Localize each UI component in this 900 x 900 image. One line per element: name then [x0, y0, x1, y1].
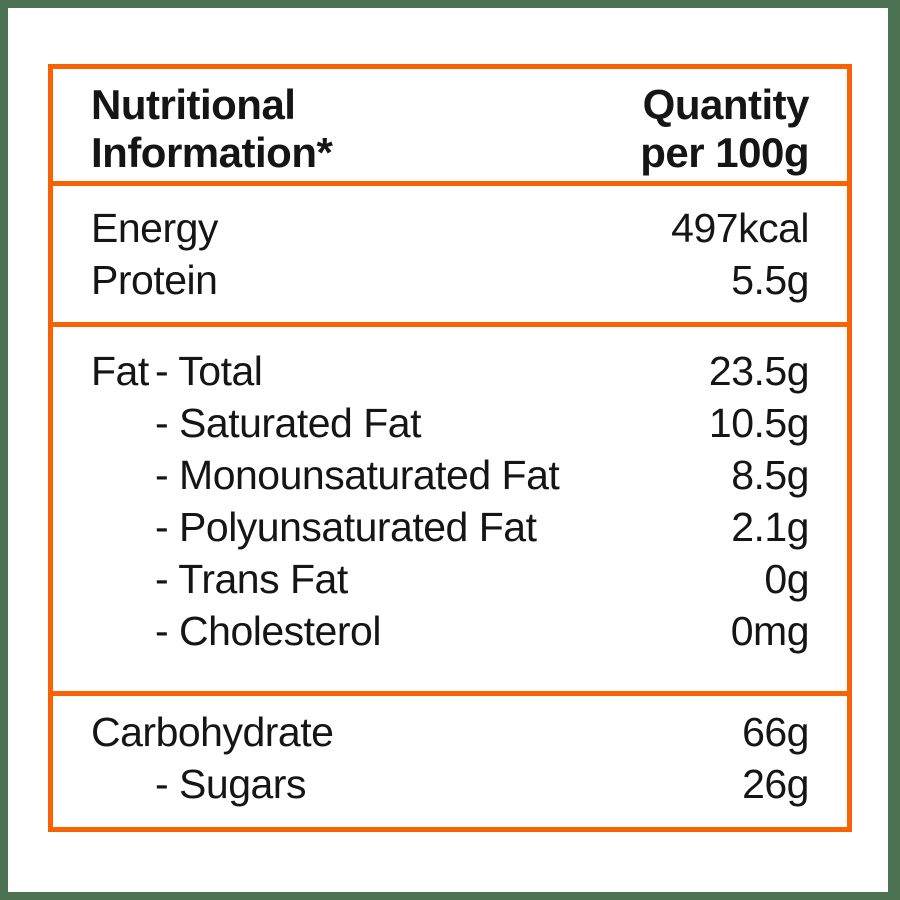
nutrient-label-cell: - Polyunsaturated Fat [91, 501, 537, 553]
nutrient-value: 5.5g [731, 257, 809, 303]
header-quantity-line2: per 100g [640, 129, 809, 176]
nutrient-prefix [91, 758, 155, 810]
nutrient-prefix [91, 449, 155, 501]
nutrient-row: Carbohydrate 66g [91, 706, 809, 758]
nutrient-value: 497kcal [671, 205, 809, 251]
nutrient-value: 8.5g [731, 452, 809, 498]
nutrient-value: 26g [742, 761, 809, 807]
nutrient-label-cell: Fat - Total [91, 345, 263, 397]
nutrient-label-cell: - Saturated Fat [91, 397, 421, 449]
nutrient-label-cell: Energy [91, 202, 218, 254]
nutrient-label: Carbohydrate [91, 709, 334, 755]
header-quantity-line1: Quantity [642, 81, 810, 128]
nutrient-label-cell: - Trans Fat [91, 553, 348, 605]
nutrient-label-cell: Protein [91, 254, 218, 306]
nutrient-value: 2.1g [731, 504, 809, 550]
nutrient-label: - Trans Fat [155, 556, 348, 602]
nutrient-prefix [91, 553, 155, 605]
nutrient-prefix [91, 501, 155, 553]
nutrient-label: - Polyunsaturated Fat [155, 504, 537, 550]
nutrient-label-cell: - Cholesterol [91, 605, 381, 657]
nutrient-row: - Cholesterol 0mg [91, 605, 810, 657]
nutrient-label-cell: - Monounsaturated Fat [91, 449, 560, 501]
nutrient-value: 0mg [730, 608, 810, 654]
header-quantity: Quantity per 100g [640, 81, 809, 177]
nutrient-prefix: Fat [91, 348, 149, 394]
table-header: Nutritional Information* Quantity per 10… [53, 69, 847, 181]
header-title-line2: Information* [91, 129, 333, 176]
nutrient-label: - Monounsaturated Fat [155, 452, 560, 498]
nutrient-row: Fat - Total 23.5g [91, 345, 810, 397]
nutrient-row: Energy 497kcal [91, 202, 809, 254]
nutrient-label: Protein [91, 257, 218, 303]
nutrient-label: - Saturated Fat [155, 400, 421, 446]
nutrient-label-cell: Carbohydrate [91, 706, 334, 758]
nutrient-row: - Trans Fat 0g [91, 553, 809, 605]
section-energy-protein: Energy 497kcal Protein 5.5g [53, 181, 847, 322]
nutrient-prefix [91, 397, 155, 449]
nutrient-row: - Sugars 26g [91, 758, 809, 810]
nutrient-label: - Total [155, 348, 263, 394]
header-title-line1: Nutritional [91, 81, 296, 128]
section-fat: Fat - Total 23.5g - Saturated Fat 10.5g … [53, 322, 847, 691]
nutrient-label: - Cholesterol [155, 608, 381, 654]
nutrient-label: - Sugars [155, 761, 306, 807]
nutrient-row: Protein 5.5g [91, 254, 809, 306]
nutrient-prefix [91, 605, 155, 657]
nutrient-label: Energy [91, 205, 218, 251]
section-carbohydrate: Carbohydrate 66g - Sugars 26g [53, 691, 847, 827]
nutrient-value: 66g [742, 709, 809, 755]
nutrient-label-cell: - Sugars [91, 758, 306, 810]
nutrient-row: - Polyunsaturated Fat 2.1g [91, 501, 809, 553]
nutrition-table: Nutritional Information* Quantity per 10… [48, 64, 852, 832]
nutrient-row: - Saturated Fat 10.5g [91, 397, 810, 449]
nutrient-value: 10.5g [708, 400, 810, 446]
nutrient-value: 0g [764, 556, 809, 602]
nutrient-row: - Monounsaturated Fat 8.5g [91, 449, 809, 501]
header-title: Nutritional Information* [91, 81, 333, 177]
nutrient-value: 23.5g [708, 348, 810, 394]
